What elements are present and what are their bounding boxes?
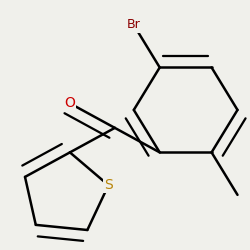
- Text: Br: Br: [127, 18, 141, 32]
- Text: O: O: [64, 96, 75, 110]
- Text: S: S: [104, 178, 113, 192]
